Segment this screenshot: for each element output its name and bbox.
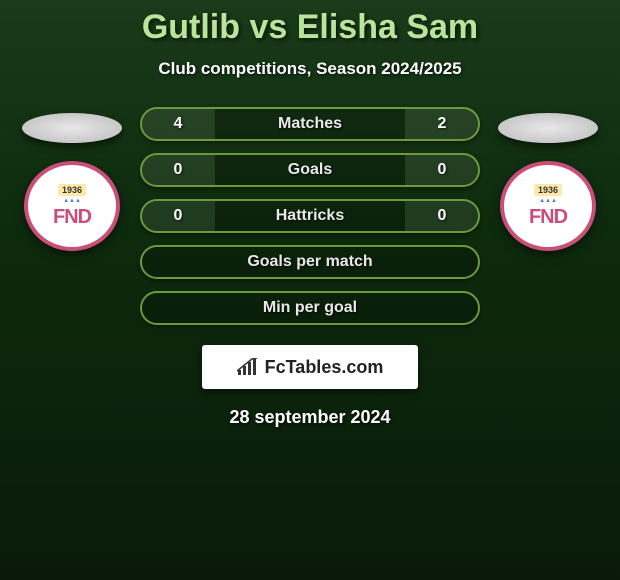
subtitle: Club competitions, Season 2024/2025: [0, 59, 620, 79]
club-badge-right: 1936 ▲▲▲ FND: [500, 161, 596, 251]
stat-label: Min per goal: [142, 293, 478, 323]
bar-chart-icon: [237, 358, 259, 376]
stat-row-goals: 0 Goals 0: [140, 153, 480, 187]
club-badge-left: 1936 ▲▲▲ FND: [24, 161, 120, 251]
page-title: Gutlib vs Elisha Sam: [0, 8, 620, 47]
stat-row-matches: 4 Matches 2: [140, 107, 480, 141]
date-label: 28 september 2024: [0, 407, 620, 428]
stat-right-value: 0: [406, 155, 478, 185]
badge-decoration: ▲▲▲: [63, 198, 81, 204]
brand-text: FcTables.com: [265, 357, 384, 378]
stat-label: Hattricks: [214, 201, 406, 231]
stat-right-value: 2: [406, 109, 478, 139]
player-right-column: 1936 ▲▲▲ FND: [498, 107, 598, 251]
stat-row-hattricks: 0 Hattricks 0: [140, 199, 480, 233]
stat-left-value: 4: [142, 109, 214, 139]
badge-text: FND: [529, 206, 567, 229]
stat-label: Goals: [214, 155, 406, 185]
stat-row-min-per-goal: Min per goal: [140, 291, 480, 325]
stat-row-goals-per-match: Goals per match: [140, 245, 480, 279]
badge-year: 1936: [58, 184, 86, 196]
badge-text: FND: [53, 206, 91, 229]
comparison-card: Gutlib vs Elisha Sam Club competitions, …: [0, 0, 620, 428]
content-row: 1936 ▲▲▲ FND 4 Matches 2 0 Goals 0 0 Hat…: [0, 107, 620, 325]
stats-table: 4 Matches 2 0 Goals 0 0 Hattricks 0 Goal…: [140, 107, 480, 325]
stat-left-value: 0: [142, 201, 214, 231]
badge-year: 1936: [534, 184, 562, 196]
stat-left-value: 0: [142, 155, 214, 185]
brand-badge[interactable]: FcTables.com: [202, 345, 418, 389]
player-left-column: 1936 ▲▲▲ FND: [22, 107, 122, 251]
player-right-placeholder: [498, 113, 598, 143]
player-left-placeholder: [22, 113, 122, 143]
badge-decoration: ▲▲▲: [539, 198, 557, 204]
stat-right-value: 0: [406, 201, 478, 231]
stat-label: Goals per match: [142, 247, 478, 277]
stat-label: Matches: [214, 109, 406, 139]
